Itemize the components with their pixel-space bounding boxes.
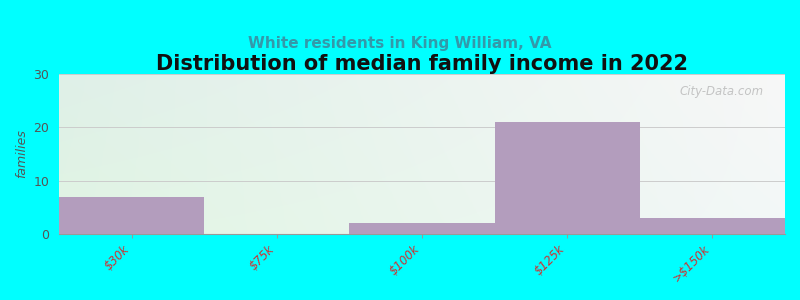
Text: City-Data.com: City-Data.com <box>679 85 763 98</box>
Text: White residents in King William, VA: White residents in King William, VA <box>248 36 552 51</box>
Bar <box>494 122 640 234</box>
Y-axis label: families: families <box>15 130 28 178</box>
Bar <box>59 196 204 234</box>
Bar <box>350 223 494 234</box>
Title: Distribution of median family income in 2022: Distribution of median family income in … <box>156 54 688 74</box>
Bar <box>640 218 785 234</box>
